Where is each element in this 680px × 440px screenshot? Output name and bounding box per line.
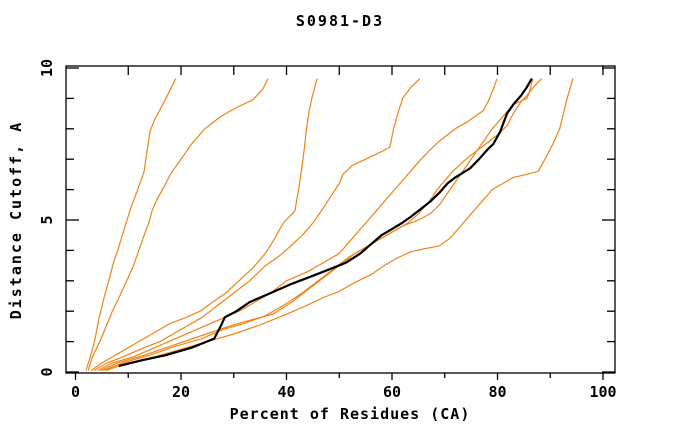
x-tick-label: 0 bbox=[71, 383, 80, 401]
x-tick-label: 80 bbox=[488, 383, 506, 401]
highlighted-model-curve bbox=[118, 78, 533, 367]
model-curve bbox=[97, 78, 498, 372]
model-curve bbox=[90, 78, 318, 371]
model-curve bbox=[85, 78, 177, 371]
plot-title: S0981-D3 bbox=[295, 12, 385, 30]
x-tick-label: 60 bbox=[383, 383, 401, 401]
model-curve bbox=[105, 78, 574, 372]
y-tick-label: 10 bbox=[38, 59, 56, 77]
y-tick-label: 5 bbox=[38, 215, 56, 224]
x-tick-label: 20 bbox=[172, 383, 190, 401]
plot-frame bbox=[65, 65, 616, 374]
model-curve bbox=[102, 78, 543, 372]
model-curve bbox=[87, 78, 269, 371]
x-tick-label: 40 bbox=[277, 383, 295, 401]
x-tick-label: 100 bbox=[589, 383, 616, 401]
model-curve bbox=[93, 78, 421, 372]
x-axis-label: Percent of Residues (CA) bbox=[229, 405, 471, 423]
y-tick-label: 0 bbox=[38, 367, 56, 376]
